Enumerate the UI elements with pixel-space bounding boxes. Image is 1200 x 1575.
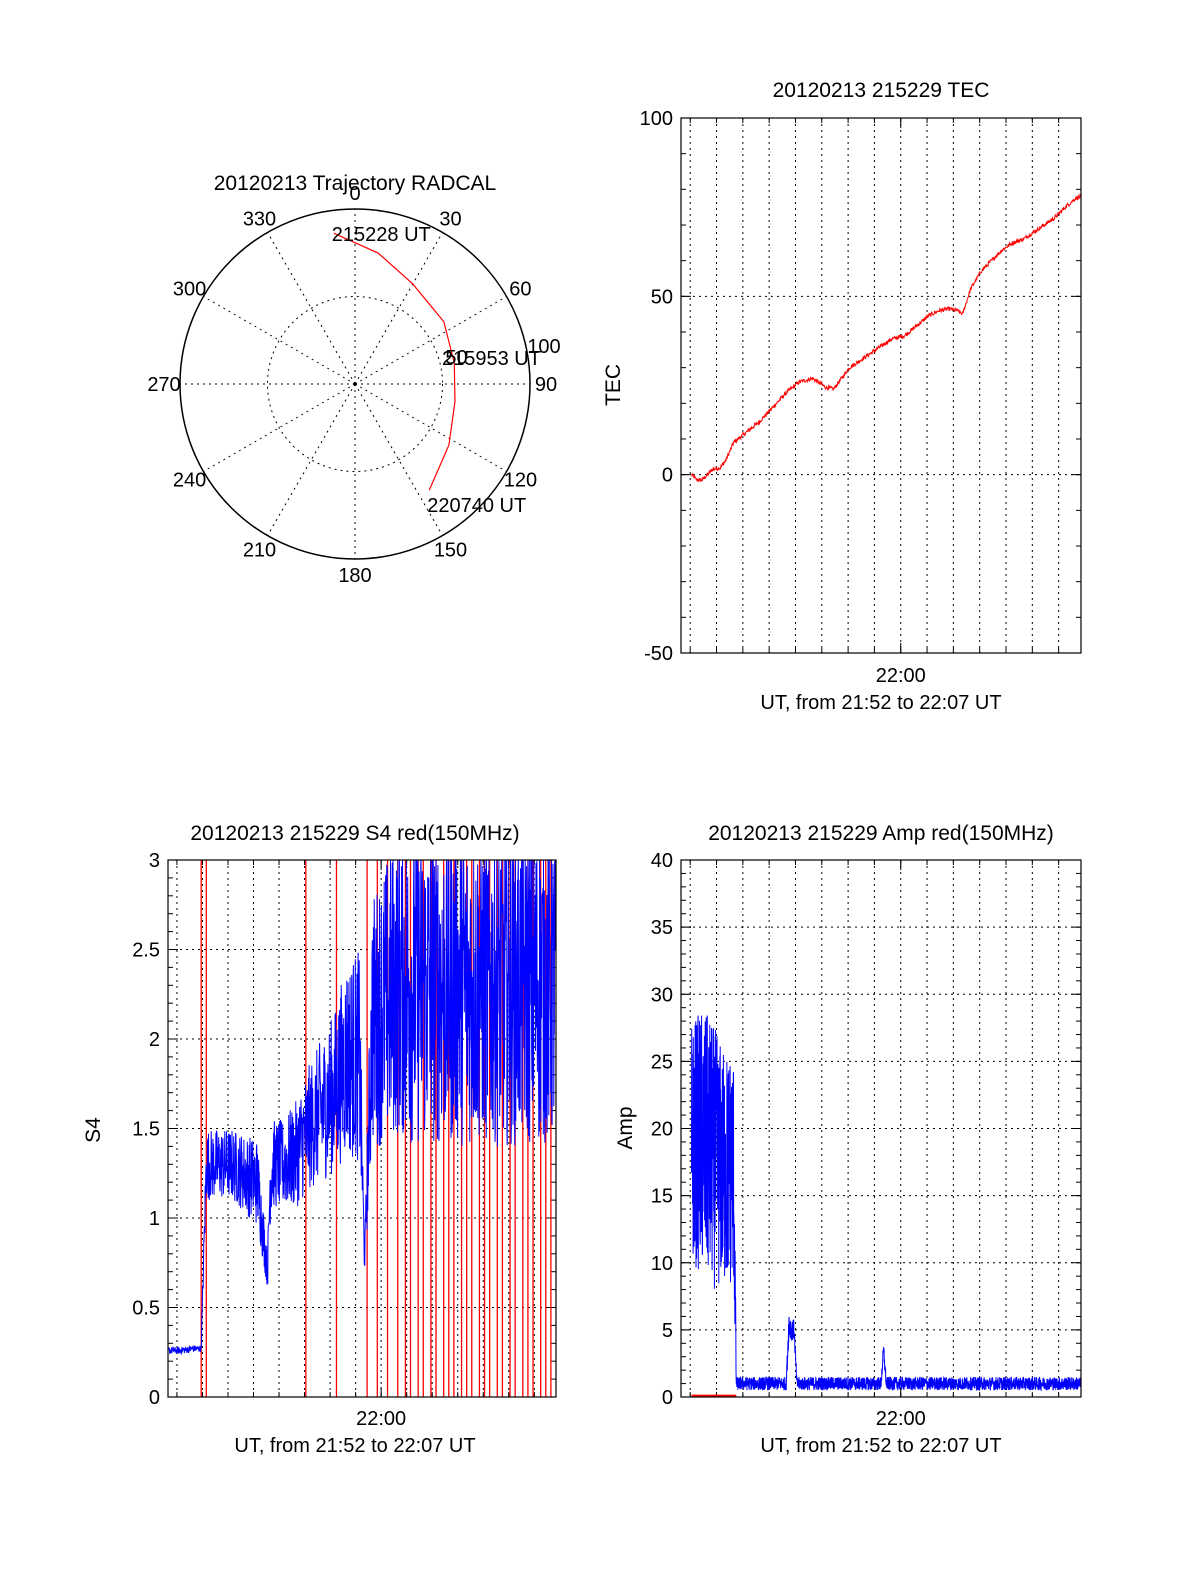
trajectory-annotation: 215953 UT (442, 348, 541, 370)
amp-xlabel: UT, from 21:52 to 22:07 UT (760, 1435, 1001, 1457)
tec-xtick-label: 22:00 (876, 665, 926, 687)
polar-angle-label: 120 (504, 470, 537, 492)
amp-blue-series (691, 1015, 1082, 1392)
y-tick-label: 2 (149, 1029, 160, 1051)
y-tick-label: 1 (149, 1208, 160, 1230)
y-tick-label: -50 (644, 643, 673, 665)
amp-frame (680, 859, 1082, 1398)
tec-title: 20120213 215229 TEC (773, 79, 990, 102)
y-tick-label: 10 (651, 1253, 673, 1275)
y-tick-label: 25 (651, 1051, 673, 1073)
s4-xtick-label: 22:00 (356, 1408, 406, 1430)
polar-angle-label: 270 (147, 374, 180, 396)
s4-xlabel: UT, from 21:52 to 22:07 UT (234, 1435, 475, 1457)
y-tick-label: 0 (662, 465, 673, 487)
s4-title: 20120213 215229 S4 red(150MHz) (190, 822, 519, 845)
polar-spoke (267, 232, 356, 385)
tec-grid (681, 118, 1081, 653)
amp-plot: 20120213 215229 Amp red(150MHz) Amp UT, … (614, 822, 1082, 1457)
polar-angle-label: 90 (535, 374, 557, 396)
polar-angle-label: 180 (338, 565, 371, 587)
trajectory-annotation: 215228 UT (332, 224, 431, 246)
polar-angle-label: 330 (243, 209, 276, 231)
y-tick-label: 2.5 (132, 940, 160, 962)
polar-angle-label: 60 (509, 279, 531, 301)
tec-xlabel: UT, from 21:52 to 22:07 UT (760, 692, 1001, 714)
polar-angle-label: 0 (349, 183, 360, 205)
amp-grid (681, 860, 1081, 1397)
y-tick-label: 3 (149, 850, 160, 872)
polar-radial-label: 100 (527, 336, 560, 358)
polar-spoke (354, 296, 507, 385)
s4-plot: 20120213 215229 S4 red(150MHz) S4 UT, fr… (82, 822, 557, 1457)
tec-ylabel: TEC (602, 364, 625, 406)
tec-frame (680, 117, 1082, 654)
y-tick-label: 0 (662, 1387, 673, 1409)
polar-spoke (203, 296, 356, 385)
y-tick-label: 5 (662, 1320, 673, 1342)
y-tick-label: 20 (651, 1119, 673, 1141)
trajectory-track (333, 232, 456, 491)
amp-xtick-label: 22:00 (876, 1408, 926, 1430)
trajectory-annotation: 220740 UT (427, 495, 526, 517)
polar-spoke (203, 383, 356, 472)
tec-series (691, 193, 1082, 482)
polar-spoke (267, 383, 356, 536)
polar-radial-label: 50 (445, 347, 467, 369)
polar-spoke (354, 383, 507, 472)
polar-angle-label: 300 (173, 279, 206, 301)
tec-plot: 20120213 215229 TEC TEC UT, from 21:52 t… (602, 79, 1082, 714)
y-tick-label: 0.5 (132, 1298, 160, 1320)
polar-inner-circle (267, 296, 443, 472)
y-tick-label: 1.5 (132, 1119, 160, 1141)
polar-spoke (354, 232, 443, 385)
y-tick-label: 0 (149, 1387, 160, 1409)
polar-angle-label: 240 (173, 470, 206, 492)
polar-spoke (354, 383, 443, 536)
y-tick-label: 100 (640, 108, 673, 130)
polar-angle-label: 150 (434, 539, 467, 561)
y-tick-label: 40 (651, 850, 673, 872)
polar-angle-label: 210 (243, 539, 276, 561)
s4-blue-series (167, 859, 557, 1356)
s4-ylabel: S4 (82, 1117, 105, 1143)
polar-angle-label: 30 (439, 209, 461, 231)
y-tick-label: 15 (651, 1186, 673, 1208)
y-tick-label: 35 (651, 917, 673, 939)
amp-title: 20120213 215229 Amp red(150MHz) (708, 822, 1054, 845)
trajectory-title: 20120213 Trajectory RADCAL (214, 172, 497, 195)
y-tick-label: 50 (651, 286, 673, 308)
amp-ylabel: Amp (614, 1106, 637, 1149)
s4-frame (167, 859, 557, 1398)
y-tick-label: 30 (651, 984, 673, 1006)
trajectory-polar-plot: 20120213 Trajectory RADCAL 0 30 60 90 120 150… (147, 172, 560, 587)
